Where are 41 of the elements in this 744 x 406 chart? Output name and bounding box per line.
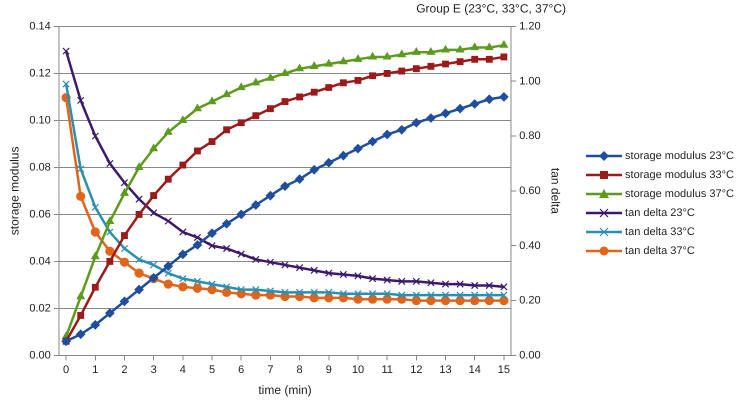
- y-axis-title: storage modulus: [8, 146, 22, 236]
- x-tick-label: 13: [439, 364, 452, 376]
- x-tick-label: 5: [208, 364, 216, 376]
- chart-title: Group E (23°C, 33°C, 37°C): [416, 2, 566, 16]
- legend-label: storage modulus 37°C: [625, 188, 734, 200]
- y2-tick-label: 0.20: [519, 294, 541, 307]
- x-tick-label: 8: [296, 364, 303, 376]
- legend-label: tan delta 33°C: [625, 226, 695, 238]
- x-tick-label: 10: [352, 364, 364, 376]
- x-tick-label: 15: [498, 364, 510, 376]
- x-tick-label: 14: [468, 364, 481, 376]
- legend-label: storage modulus 33°C: [625, 168, 734, 180]
- y-tick-label: 0.14: [29, 20, 51, 32]
- y-tick-label: 0.08: [29, 161, 51, 174]
- y-tick-label: 0.02: [29, 302, 51, 314]
- y-tick-label: 0.10: [29, 114, 51, 126]
- x-tick-label: 6: [238, 364, 244, 376]
- y2-tick-label: 0.40: [519, 240, 541, 252]
- legend-label: tan delta 23°C: [625, 206, 695, 218]
- y-tick-label: 0.12: [29, 67, 51, 80]
- y2-tick-label: 0.60: [519, 184, 541, 197]
- x-tick-label: 4: [180, 364, 186, 376]
- y2-tick-label: 1.00: [519, 75, 541, 88]
- y-tick-label: 0.06: [29, 208, 51, 220]
- legend-label: storage modulus 23°C: [625, 150, 734, 162]
- y-tick-label: 0.04: [29, 255, 51, 268]
- x-axis-title: time (min): [258, 383, 312, 398]
- x-tick-label: 7: [267, 364, 274, 376]
- x-tick-label: 12: [410, 364, 422, 376]
- x-tick-label: 3: [150, 364, 157, 376]
- y2-tick-label: 0.80: [519, 130, 541, 142]
- y2-tick-label: 1.20: [519, 20, 541, 32]
- legend-label: tan delta 37°C: [625, 244, 695, 256]
- x-tick-label: 1: [92, 364, 98, 376]
- x-tick-label: 11: [381, 364, 393, 376]
- x-tick-label: 9: [326, 364, 332, 376]
- y-tick-label: 0.00: [29, 349, 51, 362]
- y2-tick-label: 0.00: [519, 349, 541, 362]
- x-tick-label: 0: [63, 364, 70, 376]
- x-tick-label: 2: [121, 364, 128, 376]
- y2-axis-title: tan delta: [548, 168, 562, 214]
